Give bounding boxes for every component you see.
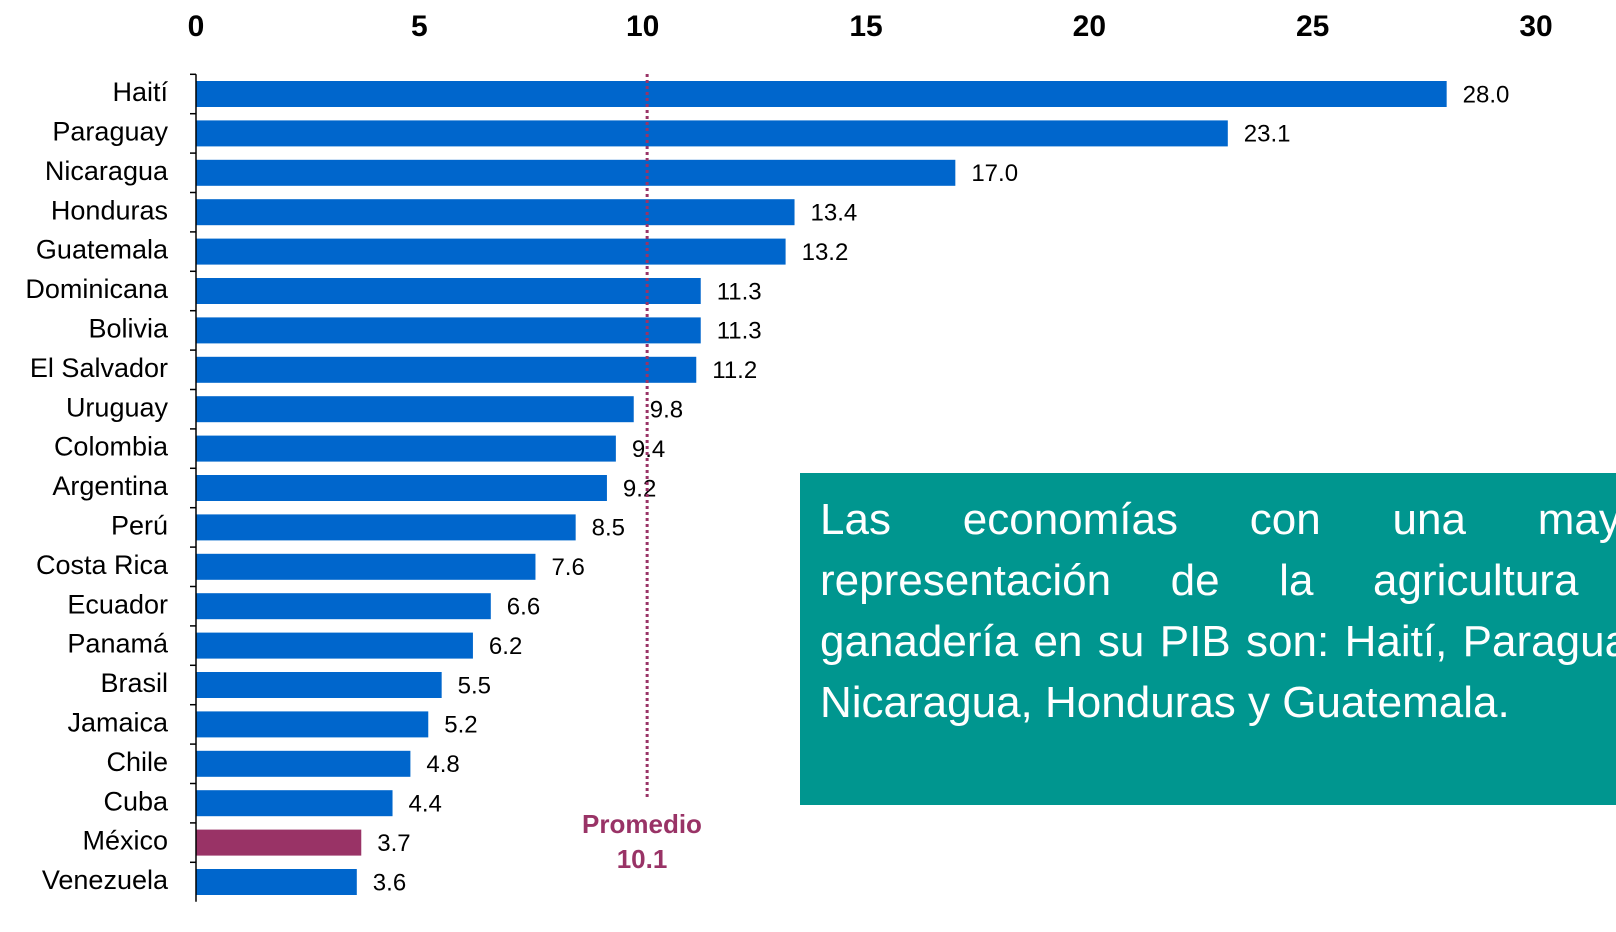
value-label: 4.4 — [409, 791, 442, 818]
bar — [196, 514, 576, 541]
x-tick-label: 15 — [849, 10, 882, 43]
x-tick-label: 10 — [626, 10, 659, 43]
y-tick-label: Jamaica — [67, 708, 169, 738]
bar — [196, 199, 795, 226]
y-tick-label: Bolivia — [88, 314, 169, 344]
x-tick-label: 0 — [188, 10, 205, 43]
y-tick-label: Venezuela — [42, 865, 169, 895]
y-tick-label: Haití — [112, 77, 168, 107]
y-tick-label: Ecuador — [67, 589, 168, 619]
value-label: 11.2 — [712, 357, 757, 384]
bar — [196, 869, 357, 895]
value-label: 8.5 — [592, 515, 625, 542]
value-label: 4.8 — [426, 751, 459, 778]
y-tick-label: Cuba — [103, 786, 169, 816]
y-tick-label: Colombia — [54, 432, 169, 462]
bar — [196, 356, 697, 383]
bar — [196, 238, 786, 265]
bar — [196, 475, 607, 501]
x-tick-label: 30 — [1519, 10, 1552, 43]
value-label: 11.3 — [717, 278, 762, 305]
value-label: 6.6 — [507, 594, 540, 621]
bar — [196, 632, 473, 659]
bar — [196, 159, 956, 186]
value-label: 23.1 — [1244, 121, 1291, 148]
x-tick-label: 5 — [411, 10, 428, 43]
y-tick-label: Brasil — [100, 668, 168, 698]
bar — [196, 81, 1447, 107]
bar — [196, 790, 393, 817]
value-label: 3.6 — [373, 869, 406, 896]
value-label: 5.5 — [458, 672, 491, 699]
y-tick-label: Argentina — [52, 471, 169, 501]
value-label: 5.2 — [444, 712, 477, 739]
value-label: 3.7 — [377, 830, 410, 857]
bar — [196, 120, 1228, 147]
y-tick-label: México — [82, 826, 168, 856]
y-tick-label: Dominicana — [25, 274, 169, 304]
y-tick-label: Uruguay — [66, 392, 169, 422]
value-label: 17.0 — [971, 160, 1018, 187]
x-tick-label: 25 — [1296, 10, 1329, 43]
y-tick-label: Chile — [106, 747, 168, 777]
y-tick-label: Guatemala — [36, 235, 169, 265]
bar — [196, 278, 701, 304]
bar — [196, 672, 442, 698]
bar — [196, 711, 429, 738]
y-tick-label: El Salvador — [30, 353, 168, 383]
y-tick-label: Perú — [111, 511, 168, 541]
bar — [196, 553, 536, 580]
annotation-box: Las economías con una mayor representaci… — [800, 473, 1616, 805]
value-label: 9.2 — [623, 475, 656, 502]
value-label: 7.6 — [551, 554, 584, 581]
bar — [196, 750, 411, 777]
bar — [196, 317, 701, 344]
value-label: 13.2 — [802, 239, 849, 266]
value-label: 6.2 — [489, 633, 522, 660]
y-tick-label: Panamá — [67, 629, 169, 659]
y-tick-label: Paraguay — [52, 117, 168, 147]
value-label: 11.3 — [717, 318, 762, 345]
y-tick-label: Honduras — [51, 195, 168, 225]
bar — [196, 593, 491, 620]
y-tick-label: Costa Rica — [36, 550, 169, 580]
average-label: Promedio — [582, 809, 702, 839]
value-label: 13.4 — [811, 200, 858, 227]
bar — [196, 435, 616, 462]
average-value: 10.1 — [617, 844, 668, 874]
x-tick-label: 20 — [1073, 10, 1106, 43]
value-label: 9.8 — [650, 397, 683, 424]
y-tick-label: Nicaragua — [45, 156, 169, 186]
bar — [196, 396, 634, 423]
value-label: 28.0 — [1463, 81, 1510, 108]
bar — [196, 829, 362, 856]
